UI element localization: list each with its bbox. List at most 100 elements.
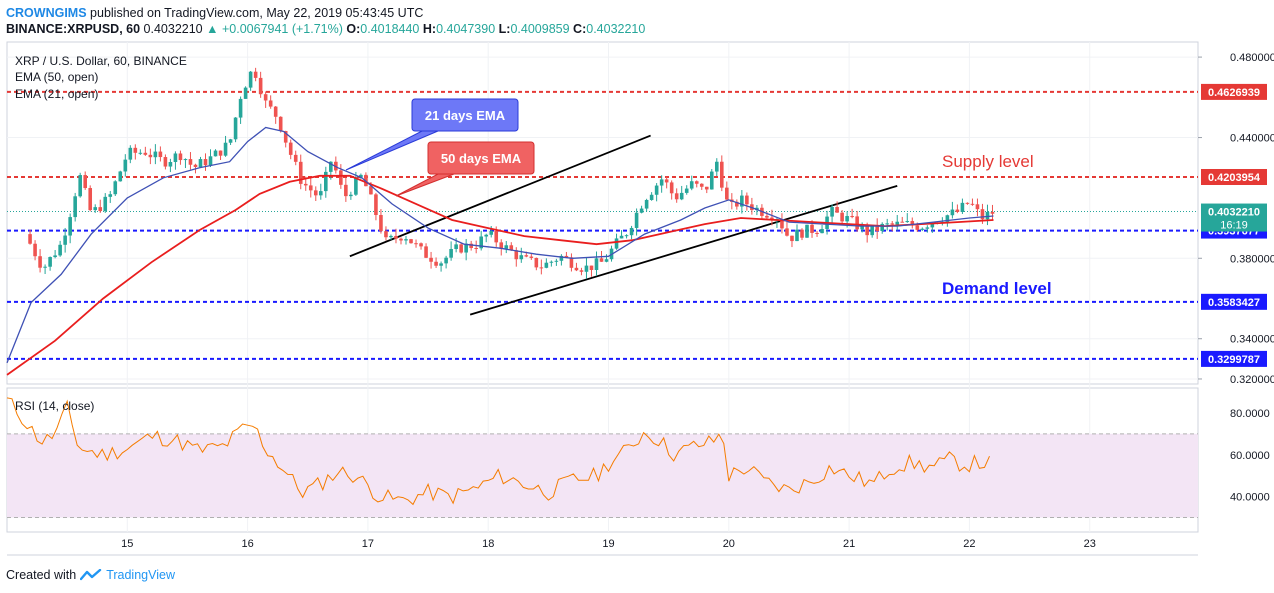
ema21-callout: 21 days EMA (345, 98, 519, 171)
candle-body (950, 209, 955, 216)
level-price-label: 0.3583427 (1208, 297, 1260, 309)
candle-body (369, 186, 373, 195)
candle-body (735, 201, 739, 207)
low-label: L: (498, 22, 511, 36)
candle-body (218, 150, 223, 156)
ema50-callout: 50 days EMA (395, 141, 535, 197)
candle-body (925, 227, 930, 229)
publish-line: CROWNGIMS published on TradingView.com, … (6, 6, 423, 20)
candle-body (168, 162, 173, 167)
candle-body (258, 77, 263, 95)
rsi-tick-label: 80.0000 (1230, 408, 1270, 420)
candle-body (238, 98, 243, 118)
candle-body (835, 207, 839, 213)
candle-body (960, 202, 965, 212)
candle-body (795, 229, 799, 242)
ema50-legend[interactable]: EMA (50, open) (15, 70, 98, 84)
candle-body (153, 151, 158, 158)
candle-body (133, 147, 138, 153)
candle-body (228, 139, 233, 143)
candle-body (193, 164, 198, 167)
candle-body (860, 225, 864, 230)
candle-body (324, 171, 328, 192)
candle-body (504, 245, 509, 249)
candle-body (233, 117, 238, 140)
level-price-tag (1201, 350, 1267, 367)
candle-body (720, 161, 724, 188)
candle-body (444, 257, 448, 264)
candle-body (870, 225, 874, 236)
footer: Created with TradingView (6, 568, 175, 582)
candle-body (454, 244, 458, 250)
candle-body (308, 185, 313, 191)
candle-body (374, 194, 378, 216)
x-tick-label: 18 (482, 538, 494, 550)
candle-body (639, 208, 644, 213)
candle-body (198, 159, 203, 167)
trend-channel (349, 134, 898, 316)
candle-body (288, 142, 293, 155)
tradingview-brand[interactable]: TradingView (106, 568, 175, 582)
last-price-label: 0.4032210 (1208, 207, 1260, 219)
candle-body (915, 225, 920, 230)
candle-body (614, 238, 619, 249)
candle-body (148, 154, 153, 158)
candle-body (494, 230, 499, 243)
candle-body (980, 209, 985, 220)
high-value: 0.4047390 (436, 22, 496, 36)
candle-body (484, 234, 489, 237)
rsi-legend[interactable]: RSI (14, close) (15, 399, 94, 413)
candle-body (394, 235, 398, 239)
x-tick-label: 22 (963, 538, 975, 550)
candle-body (955, 209, 960, 212)
candle-body (188, 159, 193, 165)
candle-body (93, 207, 98, 211)
candle-body (694, 181, 699, 184)
candle-body (519, 255, 524, 260)
candle-body (68, 217, 72, 236)
candle-body (399, 238, 403, 241)
candle-body (704, 186, 709, 190)
support-resistance-levels: 0.46269390.42039540.39376770.35834270.32… (7, 83, 1267, 367)
rsi-band (7, 433, 1198, 518)
candle-body (278, 116, 283, 132)
candle-body (203, 159, 208, 166)
candle-body (709, 171, 714, 190)
price-pane-frame (6, 41, 1199, 385)
candle-body (745, 195, 749, 205)
channel-lower-line (469, 184, 898, 316)
candle-body (554, 260, 559, 262)
candle-body (253, 71, 258, 78)
candle-body (920, 228, 925, 230)
x-tick-label: 20 (723, 538, 735, 550)
candle-body (604, 259, 609, 262)
candle-body (499, 242, 504, 249)
author-name[interactable]: CROWNGIMS (6, 6, 87, 20)
candle-body (98, 207, 103, 212)
x-tick-label: 16 (241, 538, 253, 550)
candle-body (293, 154, 298, 162)
ema21-callout-box (411, 98, 519, 132)
symbol-label: BINANCE:XRPUSD, 60 (6, 22, 141, 36)
rsi-line (6, 397, 990, 506)
candle-body (143, 152, 148, 155)
candle-body (534, 257, 539, 268)
level-price-tag (1201, 168, 1267, 185)
candle-body (163, 157, 168, 167)
candle-body (594, 258, 599, 270)
candle-body (970, 203, 975, 205)
candle-body (248, 71, 253, 88)
candle-body (840, 212, 844, 222)
candle-body (53, 255, 57, 258)
candle-body (634, 212, 639, 228)
candle-body (414, 243, 418, 245)
candle-body (684, 188, 689, 193)
candle-body (529, 256, 534, 258)
ema50-callout-box (427, 141, 535, 175)
candle-body (63, 235, 67, 245)
candle-body (404, 239, 408, 241)
ema21-legend[interactable]: EMA (21, open) (15, 87, 98, 101)
